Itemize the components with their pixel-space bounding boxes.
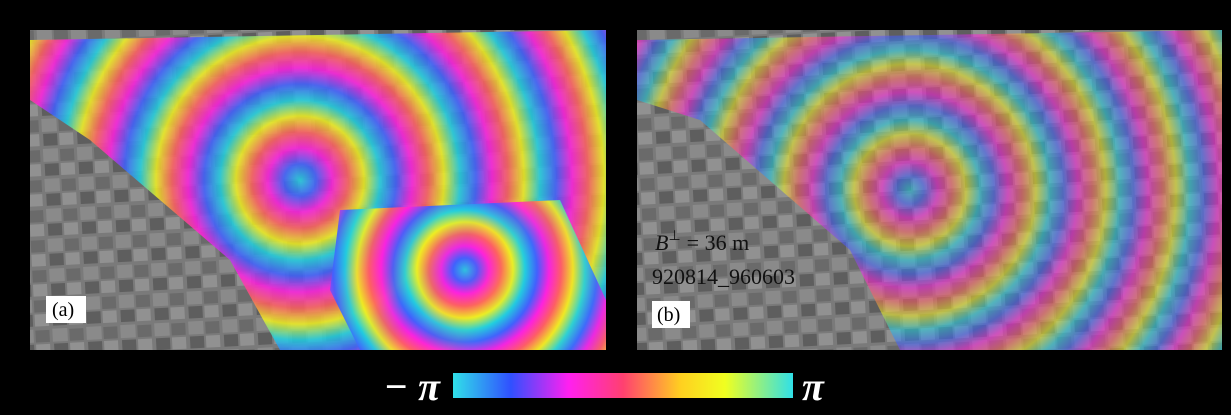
baseline-value: = 36 m <box>687 230 750 255</box>
panel-label: (a) <box>52 299 74 321</box>
pair-id: 920814_960603 <box>652 264 795 289</box>
figure: (a) (b) B⊥ = 36 m 920814_960603 − π π <box>0 0 1231 415</box>
baseline-superscript: ⊥ <box>668 229 680 244</box>
interferogram-a <box>30 30 606 350</box>
colorbar-min: − π <box>384 364 441 409</box>
baseline-symbol: B <box>655 230 668 255</box>
panel-label: (b) <box>657 304 680 326</box>
colorbar <box>453 373 793 398</box>
interferogram-b <box>637 30 1222 350</box>
colorbar-max: π <box>802 364 825 409</box>
